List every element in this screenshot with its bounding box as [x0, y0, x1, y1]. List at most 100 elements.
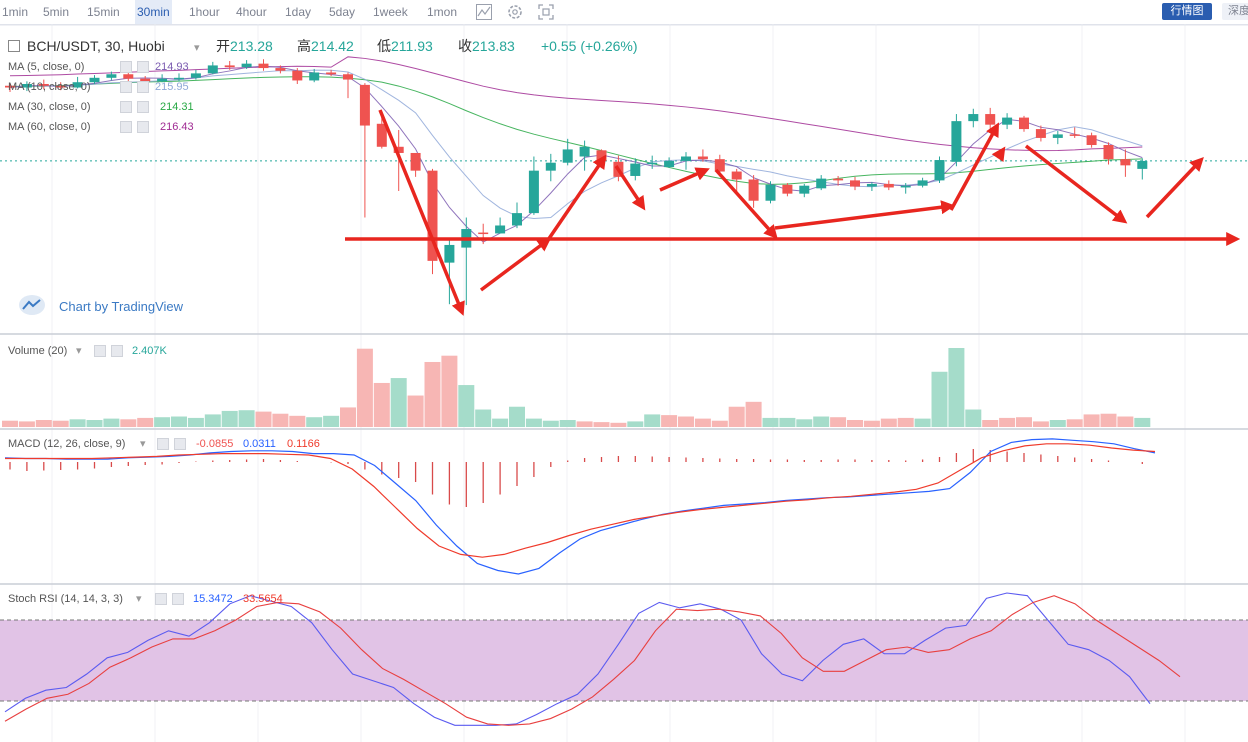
chevron-down-icon[interactable]: ▾ [140, 438, 146, 450]
ma5-label[interactable]: MA (5, close, 0) [8, 61, 85, 73]
candle-up [174, 77, 184, 80]
stoch-k-value: 15.3472 [193, 593, 233, 605]
volume-label[interactable]: Volume (20) [8, 345, 68, 357]
stoch-d-value: 33.5654 [243, 593, 283, 605]
volume-bar [492, 418, 509, 427]
ma5-remove-icon[interactable] [137, 61, 149, 73]
volume-bar [475, 409, 492, 427]
ma30-line [9, 76, 1143, 185]
fullscreen-icon[interactable] [537, 3, 555, 21]
ma10-settings-icon[interactable] [120, 81, 132, 93]
collapse-legend-icon[interactable] [8, 40, 20, 52]
candle-up [1137, 160, 1148, 169]
timeframe-5min[interactable]: 5min [43, 5, 70, 19]
candle-down [697, 156, 708, 160]
volume-bar [525, 418, 542, 427]
stoch-d-line [4, 595, 1181, 726]
tradingview-attribution-link[interactable]: Chart by TradingView [59, 299, 184, 314]
depth-chart-button[interactable]: 深度 [1222, 3, 1248, 20]
volume-bar [289, 415, 306, 427]
ma5-settings-icon[interactable] [120, 61, 132, 73]
chevron-down-icon[interactable]: ▾ [136, 593, 142, 605]
volume-bar [2, 420, 18, 427]
timeframe-1hour[interactable]: 1hour [189, 5, 220, 19]
high-value: 214.42 [311, 38, 354, 54]
ma60-settings-icon[interactable] [120, 121, 132, 133]
macd-remove-icon[interactable] [174, 438, 186, 450]
stoch-rsi-remove-icon[interactable] [172, 593, 184, 605]
volume-bar [255, 411, 272, 427]
ma60-remove-icon[interactable] [137, 121, 149, 133]
ma10-remove-icon[interactable] [137, 81, 149, 93]
timeframe-5day[interactable]: 5day [329, 5, 356, 19]
candle-down [1035, 129, 1046, 138]
volume-remove-icon[interactable] [111, 345, 123, 357]
candle-up [664, 160, 675, 168]
candle-up [900, 185, 911, 188]
annotation-arrow [378, 109, 465, 316]
candle-down [714, 159, 725, 172]
ma30-label[interactable]: MA (30, close, 0) [8, 101, 91, 113]
timeframe-30min[interactable]: 30min [135, 0, 172, 24]
timeframe-1min[interactable]: 1min [2, 5, 29, 19]
candle-down [359, 84, 370, 126]
candle-down [55, 85, 66, 88]
candle-up [89, 77, 100, 83]
ma30-remove-icon[interactable] [137, 101, 149, 113]
macd-hist-value: -0.0855 [196, 438, 234, 450]
stoch-rsi-settings-icon[interactable] [155, 593, 167, 605]
signal-line [5, 443, 1156, 558]
chevron-down-icon[interactable]: ▾ [194, 42, 200, 54]
symbol-label[interactable]: BCH/USDT, 30, Huobi [27, 38, 165, 54]
chevron-down-icon[interactable]: ▾ [76, 345, 82, 357]
ma30-settings-icon[interactable] [120, 101, 132, 113]
macd-signal-value: 0.1166 [287, 438, 320, 450]
volume-bar [948, 348, 965, 427]
tradingview-logo-icon[interactable] [18, 294, 46, 316]
annotation-arrow [714, 168, 778, 240]
volume-bar [880, 418, 897, 427]
annotation-arrow [614, 165, 646, 211]
stoch-rsi-label[interactable]: Stoch RSI (14, 14, 3, 3) [8, 593, 123, 605]
candle-up [207, 65, 218, 74]
candle-up [917, 180, 928, 186]
stoch-band [0, 620, 1248, 701]
timeframe-1week[interactable]: 1week [373, 5, 408, 19]
timeframe-1day[interactable]: 1day [285, 5, 312, 19]
candle-down [731, 171, 742, 180]
annotation-arrow [479, 237, 552, 292]
candle-down [5, 85, 15, 88]
macd-label[interactable]: MACD (12, 26, close, 9) [8, 438, 126, 450]
candle-up [528, 170, 539, 214]
timeframe-1mon[interactable]: 1mon [427, 5, 458, 19]
settings-icon[interactable] [506, 3, 524, 21]
ma10-label[interactable]: MA (10, close, 0) [8, 81, 91, 93]
volume-bar [1117, 416, 1134, 427]
volume-bar [272, 413, 289, 427]
volume-bar [863, 420, 880, 427]
volume-bar [1049, 420, 1066, 427]
volume-bar [204, 414, 221, 427]
volume-bar [610, 422, 627, 427]
candle-down [343, 74, 353, 80]
volume-bar [52, 420, 69, 427]
timeframe-15min[interactable]: 15min [87, 5, 120, 19]
ma60-label[interactable]: MA (60, close, 0) [8, 121, 91, 133]
quotes-chart-button[interactable]: 行情图 [1162, 3, 1212, 20]
ma10-value: 215.95 [155, 81, 189, 93]
candle-up [545, 162, 556, 171]
macd-settings-icon[interactable] [157, 438, 169, 450]
annotation-arrow [1145, 156, 1204, 219]
volume-bar [1066, 419, 1083, 427]
candle-up [562, 149, 573, 163]
high-label: 高 [297, 38, 311, 54]
candle-down [326, 72, 337, 75]
timeframe-4hour[interactable]: 4hour [236, 5, 267, 19]
candle-down [393, 146, 404, 153]
volume-bar [982, 420, 999, 427]
indicators-icon[interactable] [475, 3, 493, 21]
candle-down [1103, 145, 1114, 160]
volume-settings-icon[interactable] [94, 345, 106, 357]
volume-bar [1083, 414, 1100, 427]
